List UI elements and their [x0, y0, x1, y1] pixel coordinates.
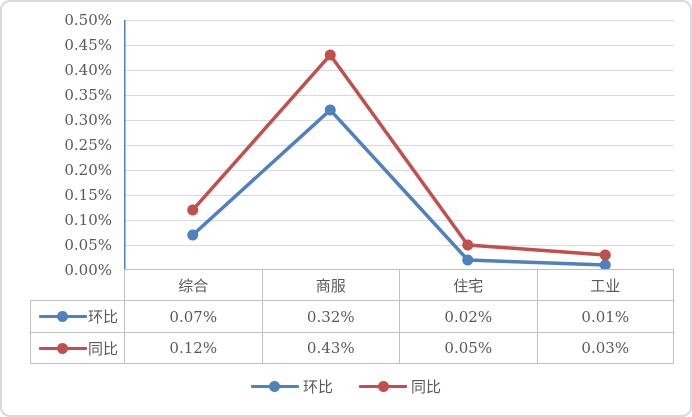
table-row-label: 环比: [87, 308, 118, 326]
series-marker-yoy: [187, 204, 199, 216]
table-category-header: 商服: [261, 269, 399, 300]
series-line-yoy: [191, 53, 607, 257]
legend-label: 同比: [411, 378, 442, 396]
table-value-cell: 0.32%: [261, 300, 399, 332]
table-row-label: 同比: [87, 339, 118, 358]
table-category-header: 综合: [124, 269, 262, 300]
series-marker-mom: [599, 259, 611, 271]
legend-marker-yoy-bottom: [359, 381, 407, 392]
table-category-header: 工业: [536, 269, 674, 300]
series-marker-yoy: [462, 239, 474, 251]
y-axis-tick-label: 0.00%: [64, 261, 112, 279]
table-value-cell: 0.43%: [261, 332, 399, 364]
table-value-cell: 0.02%: [399, 300, 537, 332]
table-value-cell: 0.07%: [124, 300, 262, 332]
table-value-cell: 0.01%: [536, 300, 674, 332]
table-value-cell: 0.12%: [124, 332, 262, 364]
table-value-cell: 0.03%: [536, 332, 674, 364]
table-category-header: 住宅: [399, 269, 537, 300]
legend-marker-mom-bottom: [250, 381, 299, 392]
series-marker-mom: [462, 254, 474, 266]
series-marker-yoy: [599, 249, 611, 261]
legend-dot-icon: [57, 342, 69, 354]
data-table: 综合 商服 住宅 工业环比 0.07% 0.32% 0.02% 0.01% 同比 0.12% 0.4…: [30, 269, 674, 364]
y-axis-tick-label: 0.45%: [64, 36, 112, 54]
series-marker-yoy: [324, 49, 336, 61]
y-axis-tick-label: 0.10%: [64, 211, 112, 229]
legend-dot-icon: [57, 311, 69, 322]
legend-item-mom: 环比: [250, 376, 333, 397]
legend-dot-icon: [269, 381, 281, 392]
y-axis-tick-label: 0.35%: [64, 86, 112, 104]
y-axis-tick-label: 0.40%: [64, 61, 112, 79]
legend-label: 环比: [302, 378, 333, 396]
y-axis-tick-label: 0.30%: [64, 111, 112, 129]
y-axis-tick-label: 0.15%: [64, 186, 112, 204]
table-value-cell: 0.05%: [399, 332, 537, 364]
chart-legend: 环比 同比: [2, 376, 690, 397]
table-row-header-yoy: 同比: [30, 332, 124, 364]
legend-marker-mom: [38, 311, 87, 322]
y-axis-tick-label: 0.20%: [64, 161, 112, 179]
y-axis-tick-label: 0.25%: [64, 136, 112, 154]
plot-area: [124, 20, 674, 272]
table-corner-spacer: [30, 269, 124, 300]
legend-marker-yoy: [38, 342, 87, 354]
table-row-header-mom: 环比: [30, 300, 124, 332]
series-marker-mom: [187, 229, 199, 241]
series-marker-mom: [324, 104, 336, 116]
y-axis-tick-label: 0.05%: [64, 236, 112, 254]
y-axis-tick-label: 0.50%: [64, 11, 112, 29]
series-line-mom: [191, 108, 607, 267]
legend-item-yoy: 同比: [359, 376, 441, 397]
legend-dot-icon: [377, 381, 389, 392]
